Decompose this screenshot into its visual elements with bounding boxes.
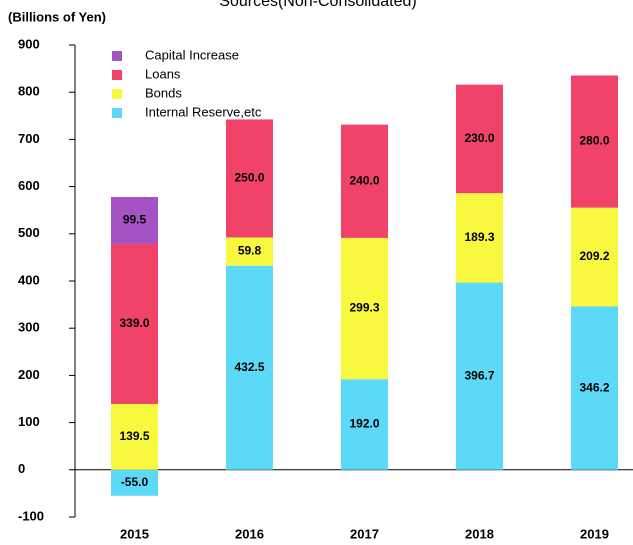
bar-segment xyxy=(456,282,503,470)
bar-segment xyxy=(226,265,273,470)
bar-segment xyxy=(571,306,618,470)
data-label: 209.2 xyxy=(579,249,609,263)
data-label: 396.7 xyxy=(464,368,494,382)
bar-segment xyxy=(226,237,273,266)
y-tick-label: 400 xyxy=(18,272,40,287)
data-label: 299.3 xyxy=(349,301,379,315)
legend-swatch xyxy=(112,108,122,118)
data-label: 230.0 xyxy=(464,131,494,145)
data-label: 99.5 xyxy=(123,213,147,227)
y-tick-label: 500 xyxy=(18,225,40,240)
data-label: 250.0 xyxy=(234,171,264,185)
data-label: 339.0 xyxy=(119,316,149,330)
legend-swatch xyxy=(112,89,122,99)
data-label: 240.0 xyxy=(349,173,379,187)
legend-label: Loans xyxy=(145,66,181,81)
y-tick-label: 800 xyxy=(18,84,40,99)
data-label: 139.5 xyxy=(119,429,149,443)
bar-segment xyxy=(571,207,618,307)
bar-segment xyxy=(111,403,158,470)
y-tick-label: 0 xyxy=(18,461,25,476)
y-tick-label: 900 xyxy=(18,36,40,51)
bar-segment xyxy=(341,237,388,380)
y-tick-label: 100 xyxy=(18,414,40,429)
legend-label: Internal Reserve,etc xyxy=(145,104,262,119)
bar-segment xyxy=(456,193,503,283)
bar-segment xyxy=(111,196,158,244)
legend-swatch xyxy=(112,51,122,61)
y-tick-label: -100 xyxy=(18,508,44,523)
x-tick-label: 2018 xyxy=(465,526,494,541)
data-label: 346.2 xyxy=(579,380,609,394)
y-tick-label: 300 xyxy=(18,320,40,335)
bar-segment xyxy=(111,469,158,496)
y-axis-label: (Billions of Yen) xyxy=(8,9,106,24)
data-label: 280.0 xyxy=(579,134,609,148)
data-label: 432.5 xyxy=(234,360,264,374)
legend-swatch xyxy=(112,70,122,80)
bar-segment xyxy=(341,379,388,470)
x-tick-label: 2015 xyxy=(120,526,149,541)
legend-label: Bonds xyxy=(145,85,182,100)
data-label: 189.3 xyxy=(464,230,494,244)
bar-segment xyxy=(111,243,158,404)
data-label: 59.8 xyxy=(238,244,262,258)
legend-label: Capital Increase xyxy=(145,47,239,62)
chart-title: Sources(Non-Consolidated) xyxy=(219,0,416,10)
x-tick-label: 2016 xyxy=(235,526,264,541)
y-tick-label: 700 xyxy=(18,131,40,146)
data-label: 192.0 xyxy=(349,417,379,431)
y-tick-label: 600 xyxy=(18,178,40,193)
bar-segment xyxy=(341,124,388,238)
y-tick-label: 200 xyxy=(18,367,40,382)
bar-segment xyxy=(456,84,503,194)
x-tick-label: 2017 xyxy=(350,526,379,541)
bar-segment xyxy=(571,75,618,208)
bar-segment xyxy=(226,119,273,238)
x-tick-label: 2019 xyxy=(580,526,609,541)
data-label: -55.0 xyxy=(121,475,149,489)
